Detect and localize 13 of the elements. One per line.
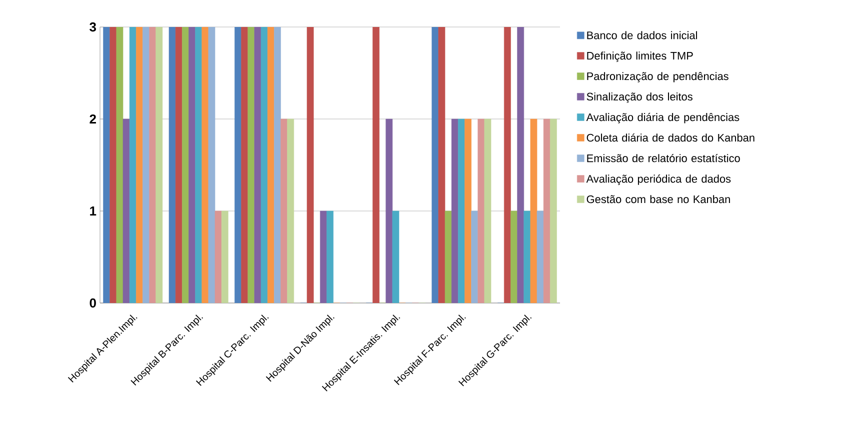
legend-label: Coleta diária de dados do Kanban: [586, 133, 754, 142]
y-tick-label: 3: [90, 22, 96, 32]
legend-label: Avaliação diária de pendências: [586, 112, 740, 124]
legend-label: Emissão de relatório estatístico: [587, 154, 740, 162]
y-tick-label: 1: [90, 206, 96, 216]
legend-label: Avaliação periódica de dados: [586, 174, 731, 185]
legend-label: Sinalização dos leitos: [586, 92, 692, 103]
y-tick-label: 2: [90, 114, 96, 124]
legend-label: Padronização de pendências: [587, 72, 728, 82]
legend-label: Banco de dados inicial: [587, 31, 698, 40]
legend-label: Definição limites TMP: [587, 52, 693, 62]
legend-label: Gestão com base no Kanban: [586, 195, 730, 204]
y-tick-label: 0: [90, 298, 96, 308]
